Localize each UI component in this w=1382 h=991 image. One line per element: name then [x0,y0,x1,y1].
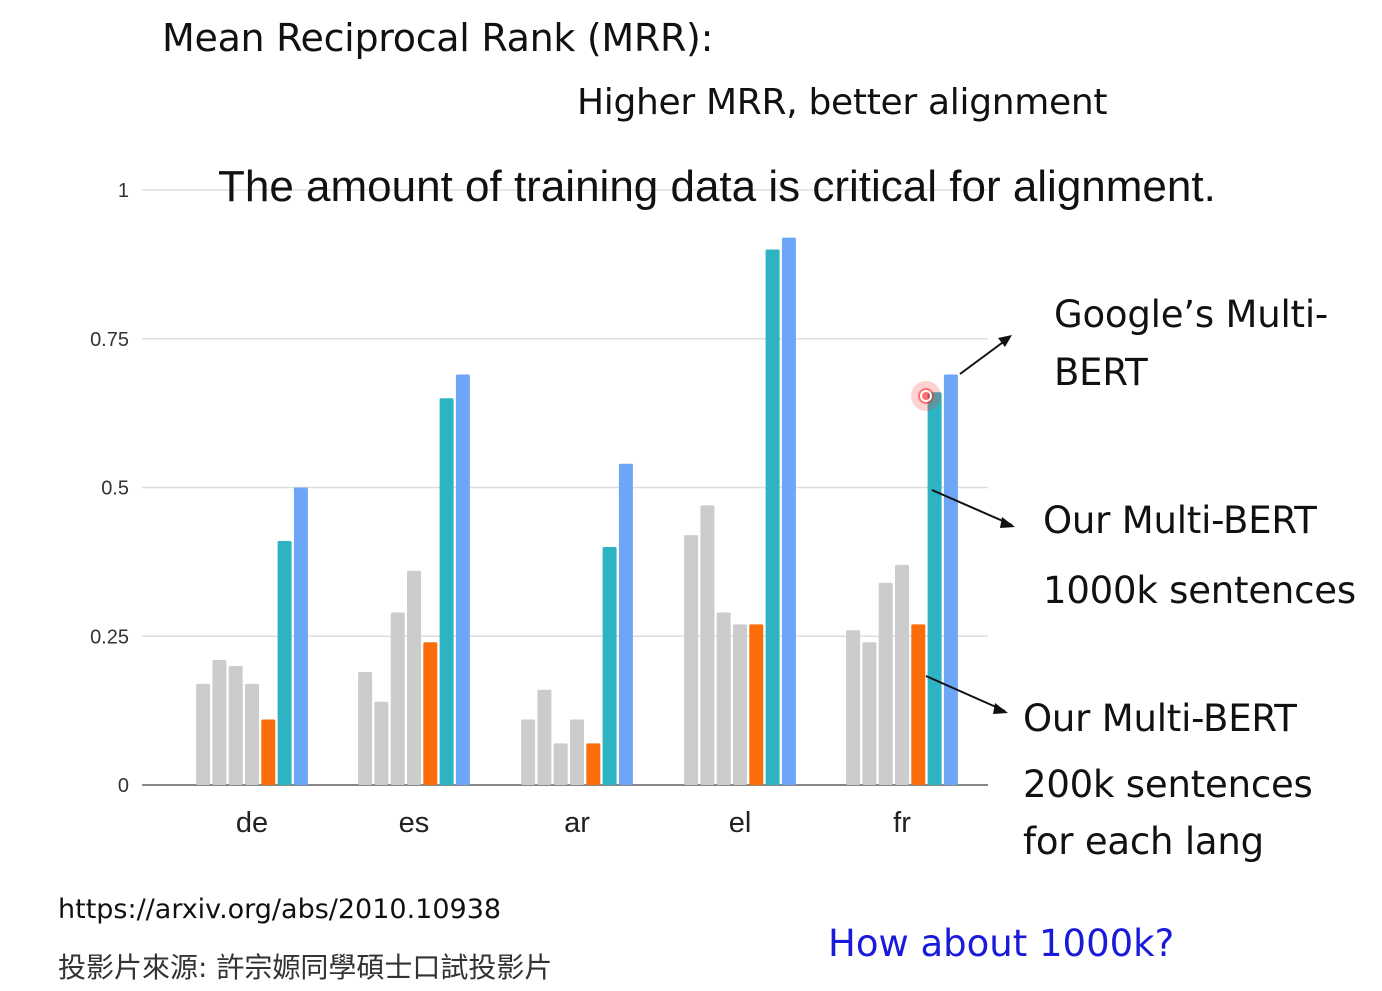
key-claim: The amount of training data is critical … [218,162,1216,211]
annotation-google-line1: Google’s Multi- [1054,293,1329,336]
bar-ours_1000k-es [439,398,454,786]
bar-baseline-de [196,683,211,785]
bar-baseline-ar [553,743,568,785]
chart-gridlines [142,189,988,786]
bar-baseline-es [374,701,389,785]
y-tick-label: 1 [118,180,129,202]
x-category-label: fr [893,807,911,839]
bar-baseline-es [390,612,405,785]
bar-google-el [781,237,796,786]
arrow-google [959,336,1011,375]
bar-google-fr [943,374,958,785]
page-subtitle: Higher MRR, better alignment [577,82,1108,123]
chart-bars [196,237,958,786]
annotation-ours200-line1: Our Multi-BERT [1023,697,1297,740]
bar-ours_1000k-fr [927,392,942,785]
source-credit: 投影片來源: 許宗嫄同學碩士口試投影片 [58,951,553,984]
question-text: How about 1000k? [828,922,1175,965]
bar-baseline-ar [537,689,552,785]
y-tick-label: 0 [118,775,129,797]
annotation-ours200-line2: 200k sentences [1023,763,1313,806]
page-title: Mean Reciprocal Rank (MRR): [162,16,714,60]
bar-baseline-de [245,683,259,785]
bar-baseline-el [716,612,731,785]
bar-baseline-el [700,505,715,785]
annotation-ours1000-line2: 1000k sentences [1043,569,1356,612]
annotation-ours-200k: Our Multi-BERT 200k sentences for each l… [1023,688,1313,864]
y-tick-label: 0.25 [90,626,129,648]
y-tick-label: 0.5 [101,478,129,500]
bar-ours_1000k-de [277,541,292,785]
arrow-ours200-head [993,703,1008,714]
chart-labels: 0 0.25 0.5 0.75 1 de es ar el fr [90,180,911,839]
bar-ours_200k-es [423,642,438,785]
bar-baseline-fr [878,582,893,785]
bar-baseline-fr [862,642,877,785]
annotation-arrows [925,335,1015,714]
cursor-marker [911,381,941,411]
annotation-google-multi-bert: Google’s Multi- BERT [1054,286,1328,402]
bar-google-es [455,374,470,785]
bar-ours_1000k-el [765,249,780,785]
arrow-ours1000 [931,489,1013,526]
y-tick-label: 0.75 [90,329,129,351]
x-category-label: el [729,807,752,839]
bar-baseline-es [407,570,421,785]
bar-baseline-ar [521,719,536,785]
bar-ours_1000k-ar [602,547,617,785]
arrow-google-head [998,335,1012,347]
bar-baseline-es [358,672,373,785]
x-category-label: es [399,807,430,839]
bar-ours_200k-ar [586,743,601,785]
source-url: https://arxiv.org/abs/2010.10938 [58,894,502,925]
bar-ours_200k-fr [911,624,926,785]
x-category-label: ar [564,807,590,839]
bar-baseline-de [228,666,243,785]
bar-google-ar [618,463,633,785]
bar-baseline-fr [846,630,861,785]
annotation-ours1000-line1: Our Multi-BERT [1043,499,1317,542]
arrow-ours1000-head [1000,517,1015,528]
bar-google-de [293,487,308,785]
annotation-google-line2: BERT [1054,351,1148,394]
x-category-label: de [236,807,268,839]
bar-baseline-el [733,624,747,785]
bar-baseline-fr [895,564,909,785]
annotation-ours-1000k: Our Multi-BERT 1000k sentences [1043,486,1356,626]
annotation-ours200-line3: for each lang [1023,820,1264,863]
bar-ours_200k-el [749,624,764,785]
arrow-ours200 [925,675,1006,712]
bar-baseline-de [212,660,227,785]
bar-baseline-ar [570,719,584,785]
bar-baseline-el [684,535,699,785]
bar-ours_200k-de [261,719,276,785]
